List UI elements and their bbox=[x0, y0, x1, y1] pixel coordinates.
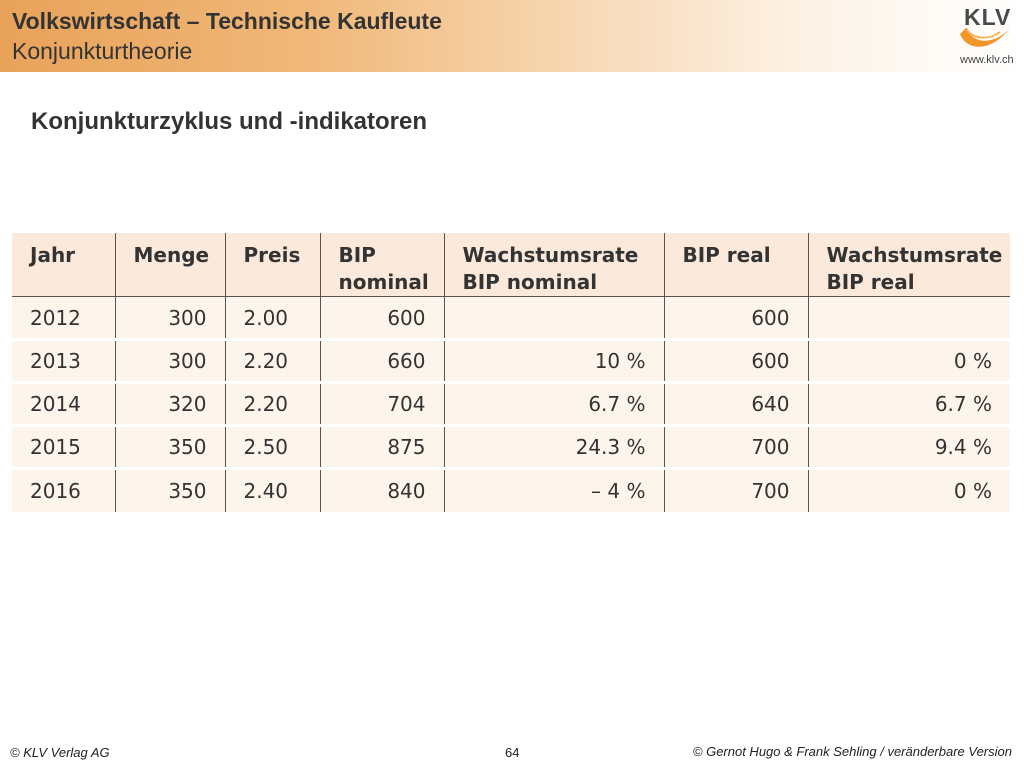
footer-copyright-authors: © Gernot Hugo & Frank Sehling / veränder… bbox=[692, 744, 1012, 759]
klv-logo: KLV www.klv.ch bbox=[950, 2, 1020, 68]
header-bip-real: BIP real bbox=[664, 233, 809, 297]
cell-preis: 2.20 bbox=[225, 382, 321, 427]
slide-title: Volkswirtschaft – Technische Kaufleute bbox=[12, 8, 442, 34]
page-number: 64 bbox=[505, 745, 520, 760]
cell-bip-nominal: 875 bbox=[320, 425, 445, 470]
cell-menge: 350 bbox=[115, 468, 226, 512]
section-title: Konjunkturzyklus und -indikatoren bbox=[31, 108, 428, 135]
logo-text: KLV bbox=[964, 4, 1012, 30]
cell-wachstumsrate-real: 0 % bbox=[808, 468, 1010, 512]
table-row: 2015 350 2.50 875 24.3 % 700 9.4 % bbox=[12, 425, 1010, 470]
table-header-row: Jahr Menge Preis BIP nominal Wachstumsrat… bbox=[12, 233, 1010, 297]
cell-bip-real: 700 bbox=[664, 425, 809, 470]
cell-preis: 2.00 bbox=[225, 296, 321, 341]
cell-preis: 2.50 bbox=[225, 425, 321, 470]
cell-bip-nominal: 600 bbox=[320, 296, 445, 341]
slide-subtitle: Konjunkturtheorie bbox=[12, 38, 193, 64]
table-row: 2014 320 2.20 704 6.7 % 640 6.7 % bbox=[12, 382, 1010, 427]
economic-data-table: Jahr Menge Preis BIP nominal Wachstumsrat… bbox=[12, 233, 1010, 512]
table-row: 2012 300 2.00 600 600 bbox=[12, 296, 1010, 341]
cell-bip-real: 700 bbox=[664, 468, 809, 512]
header-jahr: Jahr bbox=[12, 233, 116, 297]
cell-wachstumsrate-nominal: 6.7 % bbox=[444, 382, 665, 427]
cell-menge: 350 bbox=[115, 425, 226, 470]
cell-wachstumsrate-nominal bbox=[444, 296, 665, 341]
cell-jahr: 2012 bbox=[12, 296, 116, 341]
cell-jahr: 2014 bbox=[12, 382, 116, 427]
cell-preis: 2.20 bbox=[225, 339, 321, 384]
cell-wachstumsrate-real: 6.7 % bbox=[808, 382, 1010, 427]
cell-wachstumsrate-nominal: 24.3 % bbox=[444, 425, 665, 470]
cell-jahr: 2015 bbox=[12, 425, 116, 470]
cell-preis: 2.40 bbox=[225, 468, 321, 512]
cell-bip-real: 600 bbox=[664, 339, 809, 384]
cell-wachstumsrate-nominal: – 4 % bbox=[444, 468, 665, 512]
cell-menge: 320 bbox=[115, 382, 226, 427]
logo-url: www.klv.ch bbox=[960, 54, 1014, 66]
cell-wachstumsrate-real: 9.4 % bbox=[808, 425, 1010, 470]
cell-jahr: 2016 bbox=[12, 468, 116, 512]
table-row: 2013 300 2.20 660 10 % 600 0 % bbox=[12, 339, 1010, 384]
table-row: 2016 350 2.40 840 – 4 % 700 0 % bbox=[12, 468, 1010, 512]
cell-bip-real: 640 bbox=[664, 382, 809, 427]
cell-wachstumsrate-nominal: 10 % bbox=[444, 339, 665, 384]
header-preis: Preis bbox=[225, 233, 321, 297]
header-menge: Menge bbox=[115, 233, 226, 297]
swoosh-icon bbox=[960, 27, 1010, 47]
header-bip-nominal: BIP nominal bbox=[320, 233, 445, 297]
cell-wachstumsrate-real bbox=[808, 296, 1010, 341]
footer-copyright-publisher: © KLV Verlag AG bbox=[10, 745, 110, 760]
cell-menge: 300 bbox=[115, 296, 226, 341]
cell-jahr: 2013 bbox=[12, 339, 116, 384]
cell-bip-nominal: 704 bbox=[320, 382, 445, 427]
header-wachstumsrate-nominal: Wachstumsrate BIP nominal bbox=[444, 233, 665, 297]
header-band bbox=[0, 0, 1024, 72]
cell-bip-real: 600 bbox=[664, 296, 809, 341]
cell-wachstumsrate-real: 0 % bbox=[808, 339, 1010, 384]
cell-menge: 300 bbox=[115, 339, 226, 384]
header-wachstumsrate-real: Wachstumsrate BIP real bbox=[808, 233, 1010, 297]
cell-bip-nominal: 840 bbox=[320, 468, 445, 512]
cell-bip-nominal: 660 bbox=[320, 339, 445, 384]
